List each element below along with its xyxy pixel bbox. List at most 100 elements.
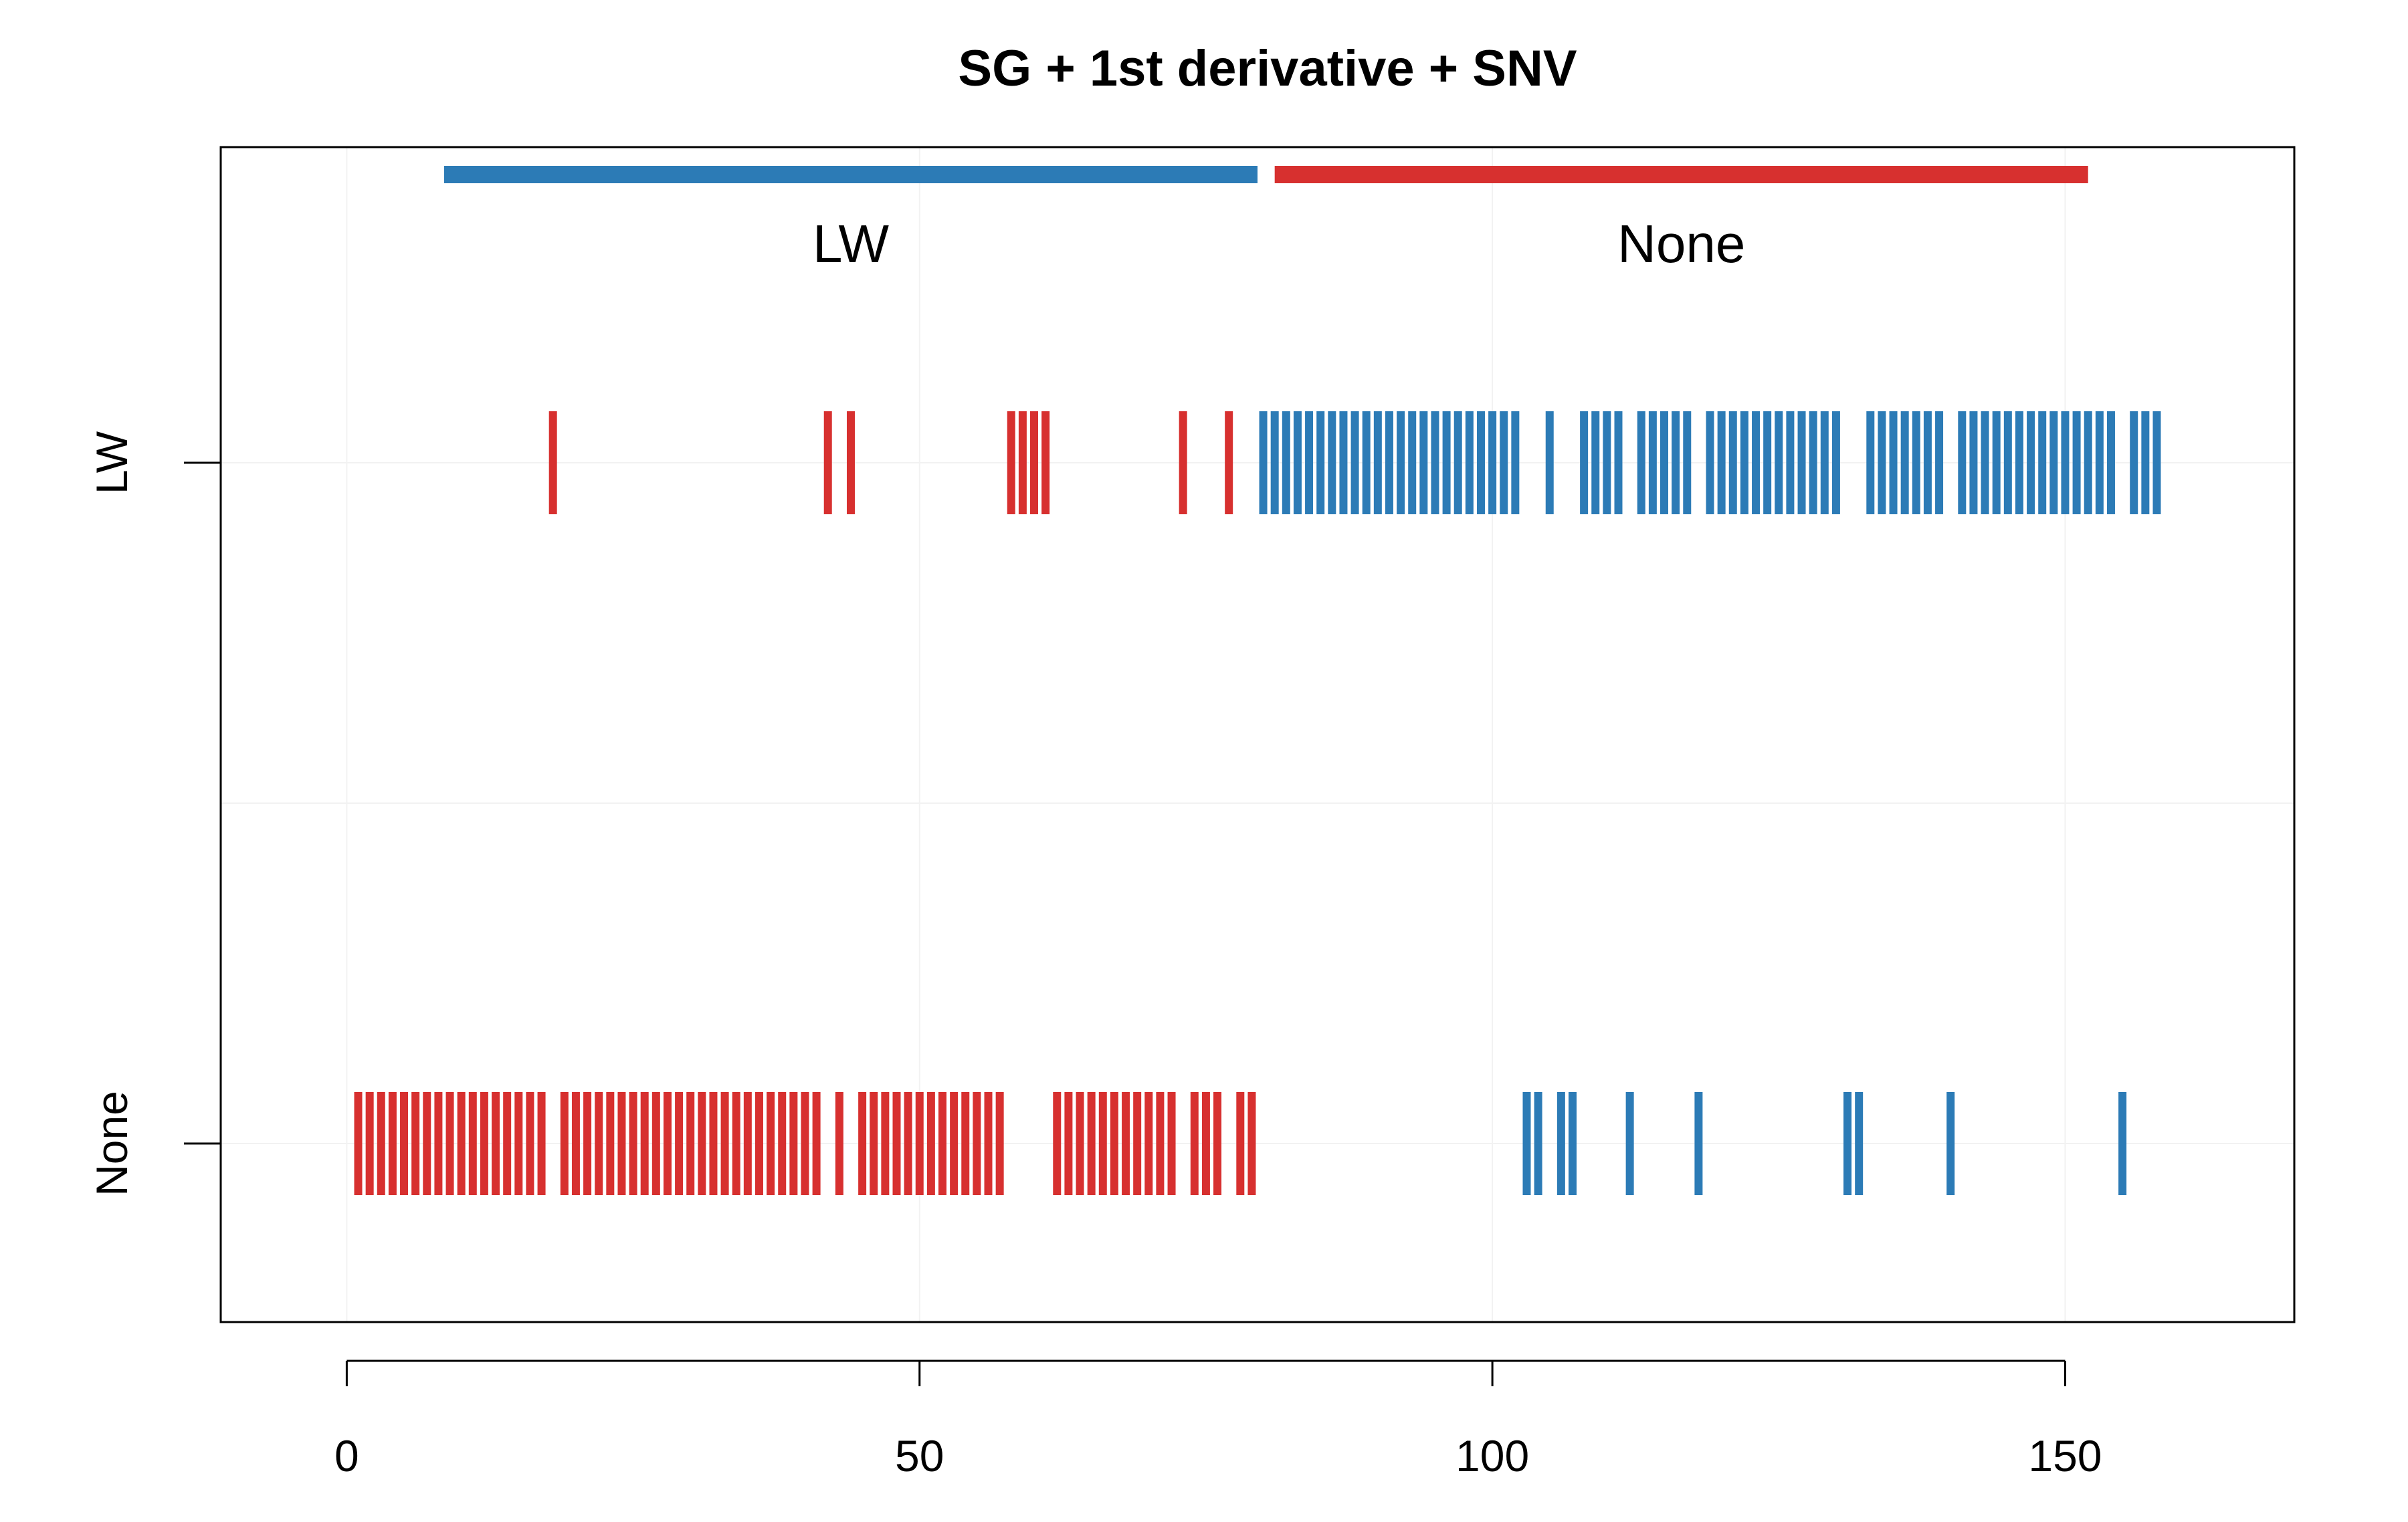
strip-mark xyxy=(2061,411,2070,514)
strip-mark xyxy=(995,1092,1004,1195)
strip-mark xyxy=(973,1092,981,1195)
y-tick-label: None xyxy=(87,1091,136,1196)
strip-mark xyxy=(686,1092,695,1195)
strip-mark xyxy=(2072,411,2081,514)
strip-mark xyxy=(1580,411,1589,514)
strip-mark xyxy=(1156,1092,1165,1195)
strip-mark xyxy=(1018,411,1027,514)
y-tick-label: LW xyxy=(87,431,136,494)
strip-mark xyxy=(1442,411,1451,514)
strip-mark xyxy=(2130,411,2138,514)
strip-mark xyxy=(743,1092,752,1195)
strip-mark xyxy=(1511,411,1520,514)
strip-mark xyxy=(560,1092,569,1195)
strip-mark xyxy=(709,1092,718,1195)
strip-mark xyxy=(1064,1092,1073,1195)
strip-mark xyxy=(1293,411,1302,514)
strip-mark xyxy=(445,1092,454,1195)
strip-mark xyxy=(2106,411,2115,514)
strip-mark xyxy=(663,1092,672,1195)
strip-mark xyxy=(1809,411,1817,514)
x-tick-label: 150 xyxy=(2028,1431,2102,1481)
strip-mark xyxy=(388,1092,397,1195)
x-tick-label: 50 xyxy=(895,1431,944,1481)
strip-mark xyxy=(1247,1092,1256,1195)
strip-mark xyxy=(1087,1092,1096,1195)
strip-mark xyxy=(1122,1092,1130,1195)
strip-mark xyxy=(1614,411,1623,514)
data-marks xyxy=(354,411,2161,1195)
strip-mark xyxy=(1557,1092,1565,1195)
group-label: None xyxy=(1617,214,1745,274)
strip-mark xyxy=(858,1092,867,1195)
axes: 0 50 100 150 None LW xyxy=(87,431,2102,1481)
strip-mark xyxy=(1408,411,1417,514)
x-tick-label: 100 xyxy=(1456,1431,1529,1481)
strip-mark xyxy=(1362,411,1371,514)
strip-mark xyxy=(1534,1092,1542,1195)
strip-mark xyxy=(1568,1092,1577,1195)
strip-mark xyxy=(617,1092,626,1195)
strip-mark xyxy=(1923,411,1932,514)
strip-mark xyxy=(1179,411,1187,514)
strip-mark xyxy=(365,1092,374,1195)
strip-mark xyxy=(778,1092,787,1195)
strip-mark xyxy=(675,1092,684,1195)
strip-mark xyxy=(526,1092,534,1195)
strip-mark xyxy=(1144,1092,1153,1195)
strip-mark xyxy=(732,1092,740,1195)
strip-mark xyxy=(1683,411,1692,514)
strip-mark xyxy=(870,1092,878,1195)
strip-mark xyxy=(789,1092,798,1195)
strip-mark xyxy=(1946,1092,1955,1195)
strip-mark xyxy=(823,411,832,514)
strip-mark xyxy=(892,1092,901,1195)
strip-mark xyxy=(354,1092,363,1195)
strip-mark xyxy=(915,1092,924,1195)
strip-mark xyxy=(1775,411,1783,514)
strip-mark xyxy=(595,1092,603,1195)
strip-mark xyxy=(1728,411,1737,514)
strip-mark xyxy=(1282,411,1290,514)
strip-mark xyxy=(1958,411,1967,514)
strip-mark xyxy=(2038,411,2047,514)
strip-mark xyxy=(1591,411,1600,514)
strip-mark xyxy=(984,1092,993,1195)
strip-mark xyxy=(961,1092,970,1195)
strip-mark xyxy=(1694,1092,1703,1195)
strip-mark xyxy=(2049,411,2058,514)
strip-mark xyxy=(492,1092,500,1195)
strip-mark xyxy=(767,1092,775,1195)
strip-mark xyxy=(1740,411,1748,514)
strip-mark xyxy=(720,1092,729,1195)
strip-mark xyxy=(698,1092,706,1195)
strip-mark xyxy=(1717,411,1726,514)
strip-mark xyxy=(1889,411,1898,514)
strip-mark xyxy=(2152,411,2161,514)
strip-mark xyxy=(1133,1092,1142,1195)
strip-mark xyxy=(2003,411,2012,514)
strip-mark xyxy=(1878,411,1886,514)
strip-mark xyxy=(2015,411,2023,514)
strip-mark xyxy=(1522,1092,1531,1195)
strip-mark xyxy=(571,1092,580,1195)
strip-mark xyxy=(537,1092,546,1195)
strip-mark xyxy=(1912,411,1920,514)
strip-mark xyxy=(1225,411,1233,514)
strip-mark xyxy=(1831,411,1840,514)
strip-mark xyxy=(1373,411,1382,514)
strip-mark xyxy=(1935,411,1944,514)
strip-mark xyxy=(1397,411,1405,514)
strip-mark xyxy=(377,1092,385,1195)
strip-mark xyxy=(926,1092,935,1195)
strip-mark xyxy=(2141,411,2150,514)
strip-mark xyxy=(1969,411,1978,514)
strip-mark xyxy=(1030,411,1039,514)
strip-mark xyxy=(629,1092,637,1195)
strip-mark xyxy=(1213,1092,1222,1195)
group-bars: LW None xyxy=(443,166,2088,274)
strip-mark xyxy=(1843,1092,1852,1195)
strip-mark xyxy=(468,1092,477,1195)
strip-mark xyxy=(423,1092,431,1195)
